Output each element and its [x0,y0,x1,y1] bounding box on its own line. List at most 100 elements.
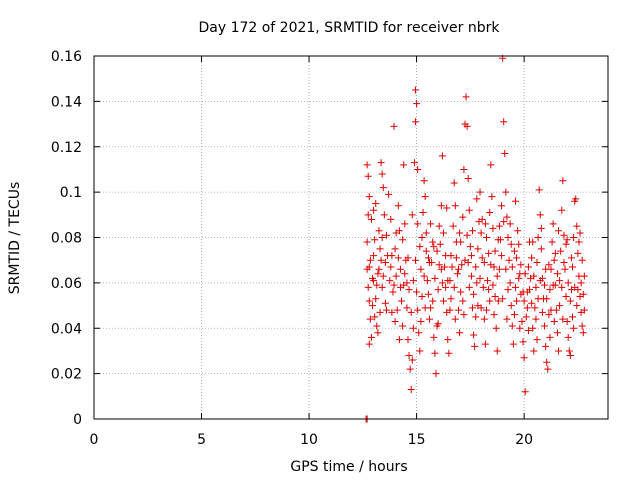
data-point [524,263,532,271]
data-point [476,274,484,282]
data-point [431,274,439,282]
data-point [480,258,488,266]
data-point [551,249,559,257]
data-point [580,272,588,280]
data-point [495,265,503,273]
data-point [574,249,582,257]
data-point [521,270,529,278]
data-point [519,288,527,296]
data-point [472,263,480,271]
data-point [446,306,454,314]
data-point [502,265,510,273]
data-point [560,258,568,266]
y-tick-label: 0.14 [51,94,82,110]
data-point [373,281,381,289]
data-point [464,258,472,266]
data-point [413,288,421,296]
data-point [509,340,517,348]
data-point [435,222,443,230]
data-point [543,358,551,366]
data-point [493,272,501,280]
data-point [430,333,438,341]
data-point [522,313,530,321]
data-point [563,317,571,325]
data-point [473,195,481,203]
data-point [520,354,528,362]
data-point [553,270,561,278]
data-point [520,297,528,305]
data-point [424,254,432,262]
data-point [487,161,495,169]
data-point [564,333,572,341]
data-point [472,313,480,321]
data-point [464,175,472,183]
data-point [366,315,374,323]
data-point [536,211,544,219]
data-point [541,281,549,289]
data-point [459,213,467,221]
data-point [523,304,531,312]
data-point [384,252,392,260]
data-point [481,220,489,228]
data-point [533,336,541,344]
data-point [457,288,465,296]
data-point [507,302,515,310]
data-point [467,252,475,260]
data-point [547,306,555,314]
data-point [378,234,386,241]
data-point [419,209,427,217]
data-point [515,274,523,282]
data-point [478,254,486,262]
data-point [377,159,385,167]
data-point [532,315,540,323]
data-point [425,258,433,266]
data-point [486,297,494,305]
plot-frame [93,55,609,420]
data-point [512,197,520,205]
data-point [574,286,582,294]
data-point [390,281,398,289]
data-point [550,317,558,325]
data-point [560,231,568,239]
data-point [416,347,424,355]
data-point [506,279,514,287]
data-point [380,211,388,219]
data-point [498,202,506,210]
data-point [550,256,558,264]
data-point [392,229,400,237]
data-point [366,256,374,264]
data-point [379,184,387,192]
data-point [569,263,577,271]
data-point [378,283,386,291]
data-point [528,299,536,307]
data-point [553,329,561,337]
data-point [408,211,416,219]
data-point [494,236,502,244]
data-point [451,315,459,323]
data-point [382,306,390,314]
y-tick-label: 0.08 [51,231,82,247]
data-point [463,122,471,130]
data-point [579,290,587,298]
data-point [528,254,536,262]
data-point [465,206,473,214]
data-point [394,202,402,210]
data-point [557,247,565,255]
data-point [363,265,371,273]
data-point [493,347,501,355]
data-point [549,220,557,228]
data-point [517,261,525,269]
data-point [416,243,424,251]
y-axis-label: SRMTID / TECUs [7,182,23,295]
data-point [556,302,564,310]
data-point [418,292,426,300]
data-point [507,240,515,248]
data-point [504,286,512,294]
data-point [404,336,412,344]
data-point [566,351,574,359]
data-point [459,297,467,305]
data-point [469,227,477,235]
data-point [386,277,394,285]
data-point [393,306,401,314]
data-point [414,306,422,314]
